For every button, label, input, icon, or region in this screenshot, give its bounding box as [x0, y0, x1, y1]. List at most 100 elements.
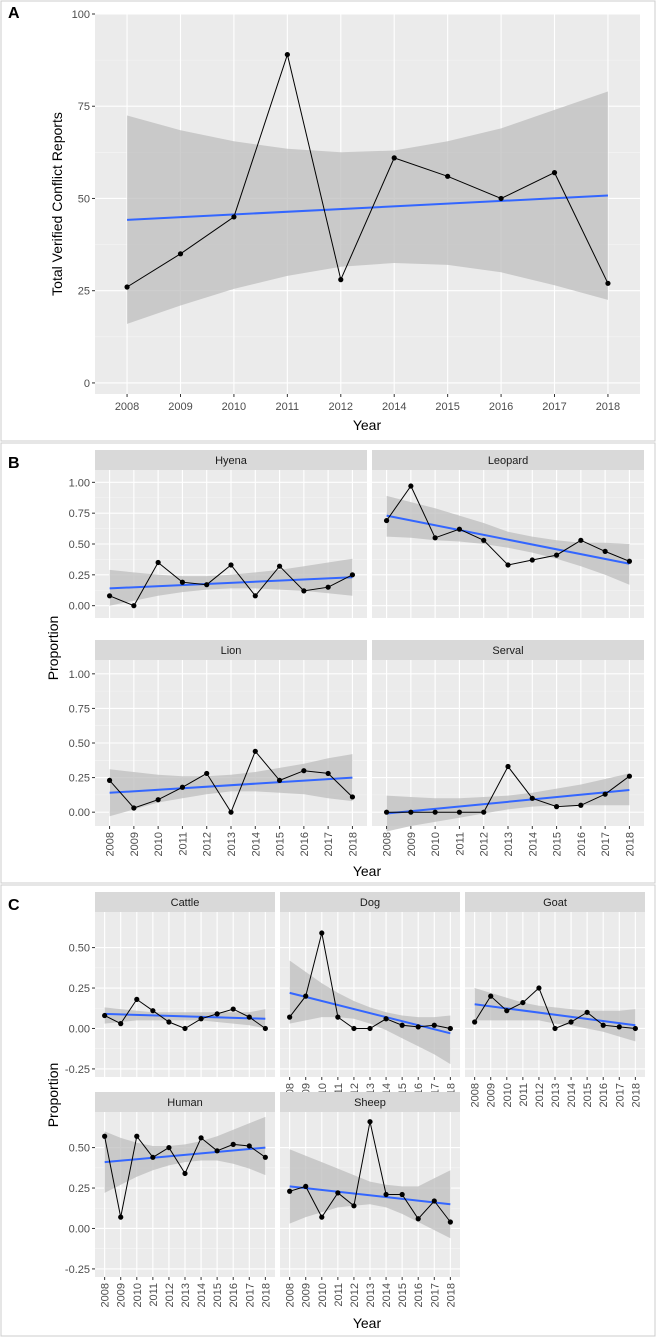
- strip-label-hyena: Hyena: [215, 455, 248, 467]
- x-tick-label: 2010: [222, 401, 246, 413]
- x-tick-label: 2016: [413, 1283, 425, 1307]
- data-point-total-2016: [498, 195, 504, 202]
- y-tick-label: 0.25: [69, 570, 90, 582]
- data-point-leopard-2014: [529, 557, 535, 563]
- data-point-sheep-2011: [335, 1190, 341, 1196]
- x-tick-label: 2017: [244, 1283, 256, 1307]
- data-point-hyena-2011: [179, 579, 186, 585]
- x-tick-label: 2014: [250, 832, 262, 856]
- x-tick-label: 2018: [596, 401, 620, 413]
- x-tick-label: 2016: [489, 401, 513, 413]
- x-tick-label: 2012: [202, 832, 214, 856]
- data-point-hyena-2018: [349, 572, 356, 578]
- chart-c-prey-proportion: Cattle -0.25 0.00 0.25 0.50 Dog 2008 2009 2010 20…: [45, 892, 645, 1331]
- x-tick-label: 2010: [430, 832, 442, 856]
- data-point-cattle-2017: [246, 1014, 252, 1020]
- data-point-human-2009: [118, 1214, 124, 1220]
- data-point-lion-2014: [252, 748, 258, 754]
- data-point-sheep-2013: [367, 1119, 373, 1125]
- x-tick-label: 2011: [177, 832, 189, 856]
- data-point-goat-2012: [536, 985, 542, 991]
- data-point-dog-2010: [319, 930, 325, 936]
- data-point-lion-2009: [131, 805, 137, 811]
- data-point-total-2012: [338, 277, 344, 283]
- data-point-serval-2010: [432, 809, 438, 815]
- data-point-serval-2015: [553, 804, 560, 810]
- y-tick-label: 75: [78, 101, 90, 113]
- trend-line-total: [127, 194, 608, 221]
- data-point-sheep-2015: [399, 1191, 405, 1198]
- x-tick-label: 2015: [212, 1283, 224, 1307]
- y-tick-label: 0: [84, 378, 90, 390]
- y-axis-title: Proportion: [45, 1063, 61, 1128]
- data-point-dog-2018: [447, 1025, 453, 1032]
- data-point-serval-2013: [505, 763, 511, 770]
- x-tick-label: 2012: [479, 832, 491, 856]
- data-point-sheep-2018: [447, 1219, 453, 1225]
- x-tick-label: 2009: [486, 1083, 498, 1107]
- data-point-goat-2008: [472, 1019, 478, 1025]
- y-tick-label: 0.00: [69, 1223, 90, 1235]
- strip-label-leopard: Leopard: [488, 455, 528, 467]
- data-point-dog-2013: [367, 1025, 373, 1032]
- data-point-goat-2009: [488, 993, 494, 999]
- data-point-human-2013: [182, 1170, 188, 1177]
- x-axis-title: Year: [353, 1315, 382, 1331]
- x-tick-label: 2013: [503, 832, 515, 856]
- x-tick-label: 2016: [576, 832, 588, 856]
- data-point-cattle-2008: [102, 1012, 108, 1019]
- data-point-serval-2016: [578, 802, 584, 808]
- data-point-serval-2008: [383, 809, 390, 815]
- data-point-cattle-2012: [166, 1019, 172, 1025]
- data-point-sheep-2008: [287, 1188, 293, 1194]
- strip-cattle: [95, 892, 275, 912]
- data-point-serval-2009: [408, 809, 414, 815]
- data-point-lion-2016: [301, 768, 307, 774]
- data-point-lion-2010: [155, 797, 161, 803]
- x-tick-label: 2017: [542, 401, 566, 413]
- x-tick-label: 2013: [180, 1283, 192, 1307]
- data-point-total-2011: [284, 51, 290, 58]
- data-point-dog-2016: [415, 1024, 421, 1030]
- strip-label-cattle: Cattle: [171, 897, 200, 909]
- strip-serval: [372, 640, 644, 660]
- panel-a-border: [0, 0, 656, 442]
- trend-line-goat: [474, 1003, 636, 1027]
- x-tick-label: 2013: [226, 832, 238, 856]
- data-point-sheep-2009: [303, 1183, 309, 1190]
- data-point-dog-2014: [383, 1016, 389, 1022]
- x-tick-label: 2009: [168, 401, 192, 413]
- strip-human: [95, 1092, 275, 1112]
- data-point-dog-2012: [351, 1025, 357, 1032]
- x-tick-label: 2010: [317, 1283, 329, 1307]
- data-point-lion-2018: [349, 794, 356, 800]
- y-tick-label: 0.50: [69, 738, 90, 750]
- strip-label-dog: Dog: [360, 897, 380, 909]
- x-tick-label: 2008: [100, 1283, 112, 1307]
- data-point-sheep-2012: [351, 1203, 357, 1209]
- x-axis-title: Year: [353, 417, 382, 433]
- strip-label-sheep: Sheep: [354, 1097, 386, 1109]
- data-point-hyena-2010: [155, 559, 161, 566]
- data-point-leopard-2015: [553, 552, 560, 558]
- data-point-total-2014: [391, 155, 397, 161]
- strip-dog: [280, 892, 460, 912]
- data-point-goat-2010: [504, 1008, 510, 1014]
- data-point-lion-2013: [228, 809, 234, 815]
- data-point-hyena-2015: [276, 563, 283, 569]
- y-tick-label: 0.50: [69, 1143, 90, 1155]
- panel-c-letter: C: [8, 897, 20, 914]
- data-point-leopard-2008: [383, 517, 390, 524]
- x-tick-label: 2018: [260, 1283, 272, 1307]
- data-point-cattle-2016: [230, 1006, 236, 1012]
- x-tick-label: 2010: [153, 832, 165, 856]
- data-point-cattle-2009: [118, 1021, 124, 1027]
- data-point-sheep-2016: [415, 1216, 421, 1222]
- x-tick-label: 2011: [333, 1283, 345, 1307]
- x-tick-label: 2012: [349, 1283, 361, 1307]
- data-point-cattle-2011: [150, 1008, 156, 1014]
- data-point-hyena-2013: [228, 562, 234, 568]
- data-point-human-2008: [102, 1133, 108, 1139]
- chart-a-total-reports: 0 25 50 75 100 2008 2009 2010 2011 2012 2014 2015 20…: [49, 9, 640, 433]
